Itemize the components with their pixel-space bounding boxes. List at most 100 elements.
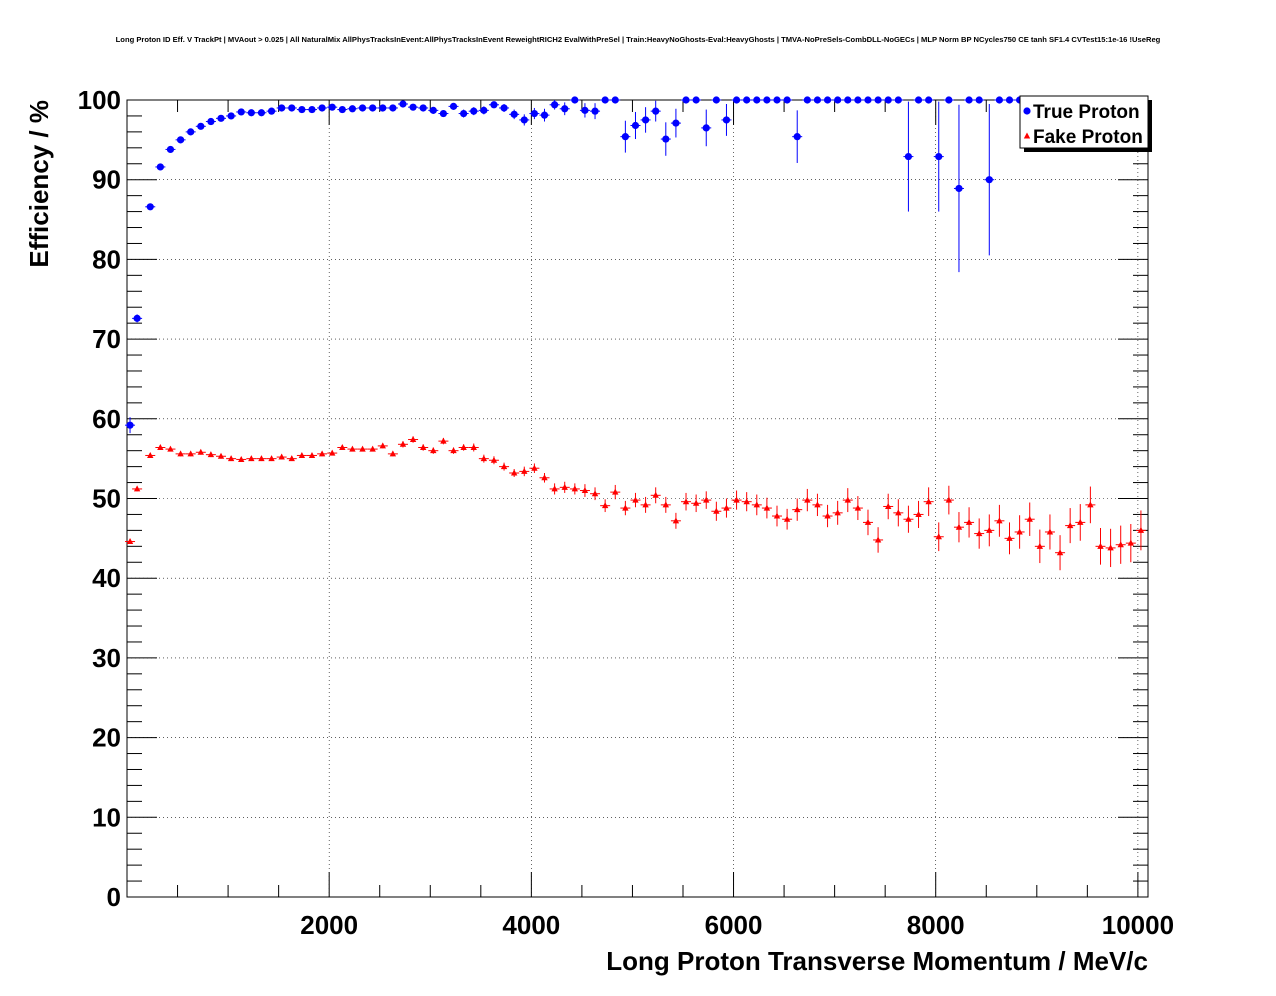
fake-proton-point	[369, 445, 376, 452]
fake-proton-legend-label: Fake Proton	[1033, 127, 1143, 148]
true-proton-point	[803, 96, 811, 104]
fake-proton-point	[885, 502, 892, 509]
fake-proton-point	[430, 447, 437, 454]
true-proton-point	[348, 105, 357, 113]
fake-proton-point	[814, 501, 821, 508]
true-proton-point	[227, 112, 235, 120]
chart-title: Long Proton ID Eff. V TrackPt | MVAout >…	[116, 35, 1161, 44]
fake-proton-point	[874, 536, 882, 543]
fake-proton-point	[581, 487, 589, 494]
fake-proton-point	[551, 485, 558, 492]
fake-proton-point	[329, 449, 336, 456]
fake-proton-point	[541, 474, 548, 481]
x-tick-label: 2000	[300, 910, 358, 940]
true-proton-point	[722, 116, 731, 124]
true-proton-point	[965, 96, 973, 104]
true-proton-point	[217, 114, 225, 122]
true-proton-point	[571, 96, 579, 104]
fake-proton-point	[238, 455, 245, 462]
true-proton-point	[257, 109, 266, 117]
x-tick-label: 10000	[1102, 910, 1174, 940]
fake-proton-point	[399, 440, 407, 447]
legend-box	[1019, 95, 1149, 149]
fake-proton-point	[531, 464, 538, 471]
fake-proton-point	[227, 455, 235, 462]
fake-proton-point	[349, 445, 356, 452]
true-proton-point	[823, 96, 832, 104]
fake-proton-point	[601, 502, 609, 509]
fake-proton-point	[133, 485, 141, 492]
fake-proton-point	[642, 501, 649, 508]
fake-proton-point	[612, 488, 619, 495]
true-proton-point	[156, 163, 164, 171]
true-proton-point	[561, 105, 569, 113]
fake-proton-point	[733, 496, 740, 503]
fake-proton-point	[682, 498, 690, 505]
true-proton-point	[308, 105, 316, 114]
true-proton-point	[358, 104, 367, 112]
fake-proton-point	[490, 456, 498, 463]
true-proton-point	[884, 96, 892, 104]
true-proton-point	[773, 96, 781, 104]
fake-proton-point	[1087, 501, 1094, 508]
true-proton-point	[247, 109, 255, 117]
true-proton-series	[125, 96, 1146, 434]
fake-proton-point	[955, 523, 963, 530]
true-proton-point	[874, 96, 882, 104]
data-series	[125, 96, 1146, 571]
fake-proton-point	[652, 491, 659, 498]
y-tick-label: 20	[92, 723, 121, 753]
true-proton-point	[480, 106, 488, 114]
fake-proton-point	[773, 512, 781, 519]
fake-proton-series	[125, 436, 1146, 571]
true-proton-point	[813, 96, 822, 104]
fake-proton-point	[854, 504, 862, 511]
fake-proton-point	[561, 483, 568, 490]
fake-proton-point	[905, 515, 912, 522]
fake-proton-point	[571, 485, 579, 492]
fake-proton-point	[844, 496, 851, 503]
fake-proton-point	[268, 455, 275, 462]
true-proton-point	[298, 105, 306, 114]
true-proton-point	[672, 119, 680, 127]
true-proton-point	[338, 105, 346, 114]
true-proton-point	[520, 116, 528, 124]
fake-proton-point	[248, 455, 255, 462]
fake-proton-point	[713, 507, 720, 514]
true-proton-point	[581, 106, 589, 114]
true-proton-point	[975, 96, 983, 104]
fake-proton-point	[945, 496, 953, 503]
true-proton-point	[288, 104, 296, 112]
true-proton-point	[540, 111, 549, 119]
x-tick-label: 8000	[907, 910, 965, 940]
fake-proton-point	[783, 515, 791, 522]
fake-proton-point	[1137, 526, 1145, 533]
true-proton-point	[732, 96, 741, 104]
true-proton-point	[278, 104, 286, 112]
true-proton-point	[743, 96, 751, 104]
fake-proton-point	[389, 450, 397, 457]
fake-proton-point	[298, 451, 306, 458]
x-tick-label: 4000	[502, 910, 560, 940]
true-proton-point	[1005, 96, 1014, 104]
x-tick-label: 6000	[705, 910, 763, 940]
fake-proton-point	[1117, 541, 1124, 548]
fake-proton-point	[1006, 534, 1013, 541]
fake-proton-point	[288, 455, 295, 462]
fake-proton-point	[187, 450, 194, 457]
fake-proton-point	[409, 436, 417, 443]
fake-proton-point	[1127, 539, 1135, 546]
true-proton-point	[419, 104, 427, 112]
fake-proton-point	[207, 451, 215, 458]
true-proton-point	[207, 117, 215, 126]
fake-proton-point	[591, 490, 599, 497]
true-proton-point	[753, 96, 761, 104]
fake-proton-point	[834, 509, 841, 516]
true-proton-point	[925, 96, 933, 104]
plot-frame	[126, 99, 1149, 898]
fake-proton-point	[480, 455, 488, 462]
true-proton-point	[783, 96, 791, 104]
true-proton-point	[318, 104, 326, 112]
fake-proton-point	[1026, 515, 1033, 522]
true-proton-point	[692, 96, 700, 104]
